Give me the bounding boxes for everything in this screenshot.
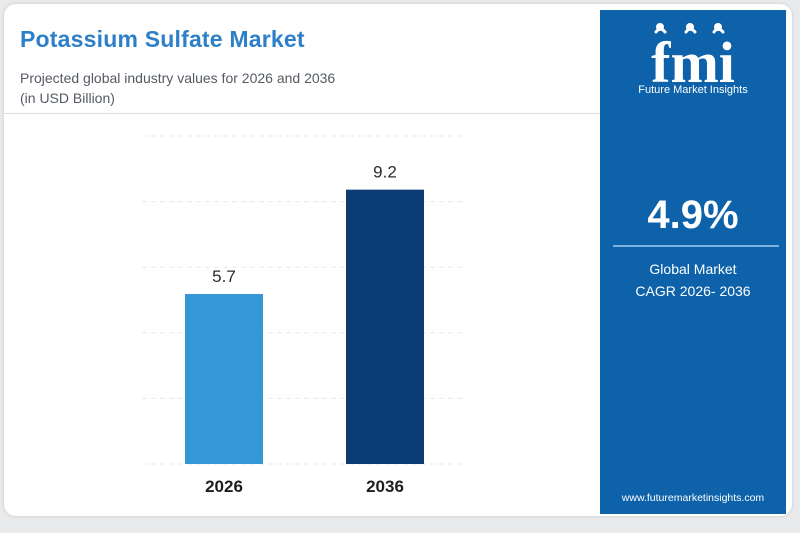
logo-text: fmi <box>651 30 735 95</box>
fmi-logo-icon: fmi <box>651 23 735 95</box>
data-label-2036: 9.2 <box>373 163 397 182</box>
chart-subtitle: Projected global industry values for 202… <box>20 68 335 108</box>
cagr-label-line-1: Global Market <box>649 261 737 277</box>
subtitle-line-2: (in USD Billion) <box>20 90 115 106</box>
logo-subtitle: Future Market Insights <box>638 84 748 96</box>
data-label-2026: 5.7 <box>212 267 236 286</box>
subtitle-line-1: Projected global industry values for 202… <box>20 70 336 86</box>
bar-2036 <box>346 189 424 464</box>
infographic-card: Potassium Sulfate Market Projected globa… <box>4 4 792 516</box>
cagr-label-line-2: CAGR 2026- 2036 <box>635 283 751 299</box>
website-link[interactable]: www.futuremarketinsights.com <box>621 492 765 504</box>
cagr-label: Global Market CAGR 2026- 2036 <box>600 258 786 302</box>
chart-title: Potassium Sulfate Market <box>20 26 305 52</box>
header-divider <box>4 113 600 114</box>
cagr-value: 4.9% <box>647 193 739 237</box>
bar-2026 <box>185 294 263 464</box>
bar-chart: 5.7 2026 9.2 2036 <box>142 135 466 496</box>
stats-panel: fmi Future Market Insights 4.9% Global M… <box>600 10 786 514</box>
x-tick-label-2026: 2026 <box>205 477 243 496</box>
x-tick-label-2036: 2036 <box>366 477 404 496</box>
cagr-divider <box>613 245 779 247</box>
